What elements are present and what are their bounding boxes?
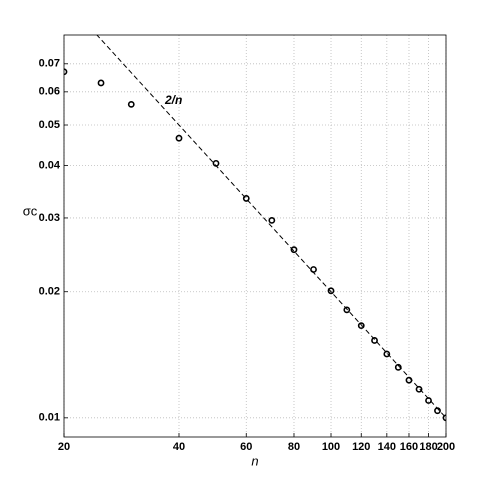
plot-area bbox=[64, 35, 446, 422]
x-tick-label: 80 bbox=[288, 441, 300, 453]
reference-line bbox=[96, 35, 446, 419]
data-point bbox=[310, 266, 317, 273]
axes-frame bbox=[63, 34, 447, 438]
y-tick-label: 0.05 bbox=[39, 119, 60, 131]
y-tick-label: 0.07 bbox=[39, 58, 60, 70]
data-point bbox=[383, 350, 391, 358]
x-tick-label: 160 bbox=[400, 441, 418, 453]
x-tick-label: 180 bbox=[419, 441, 437, 453]
grid bbox=[63, 35, 447, 437]
x-tick-label: 140 bbox=[378, 441, 396, 453]
x-tick-label: 60 bbox=[240, 441, 252, 453]
data-point bbox=[242, 195, 250, 202]
data-point bbox=[357, 322, 365, 330]
line-annotation: 2/n bbox=[164, 93, 182, 107]
y-axis-label: σc bbox=[23, 203, 38, 218]
y-tick-label: 0.06 bbox=[39, 86, 60, 98]
axes: 20 40 60 80 100 120 140 160 180 200 0.01 0.02 0.03 0.… bbox=[39, 58, 456, 453]
x-tick-label: 200 bbox=[437, 441, 455, 453]
data-point bbox=[415, 385, 423, 393]
data-point bbox=[394, 363, 402, 371]
data-point bbox=[371, 337, 378, 344]
x-tick-label: 20 bbox=[58, 441, 70, 453]
data-point bbox=[97, 79, 105, 87]
x-tick-label: 100 bbox=[322, 441, 340, 453]
data-point bbox=[268, 216, 276, 224]
data-point bbox=[175, 134, 183, 142]
data-point bbox=[343, 306, 351, 314]
x-tick-label: 40 bbox=[173, 441, 185, 453]
x-tick-label: 120 bbox=[352, 441, 370, 453]
y-tick-label: 0.01 bbox=[39, 412, 60, 424]
data-point bbox=[425, 397, 432, 404]
data-point bbox=[327, 287, 335, 295]
x-axis-label: n bbox=[251, 453, 258, 468]
data-point bbox=[127, 100, 135, 108]
y-tick-label: 0.04 bbox=[39, 160, 61, 172]
y-tick-label: 0.03 bbox=[39, 212, 60, 224]
y-tick-label: 0.02 bbox=[39, 286, 60, 298]
data-point bbox=[290, 246, 298, 254]
